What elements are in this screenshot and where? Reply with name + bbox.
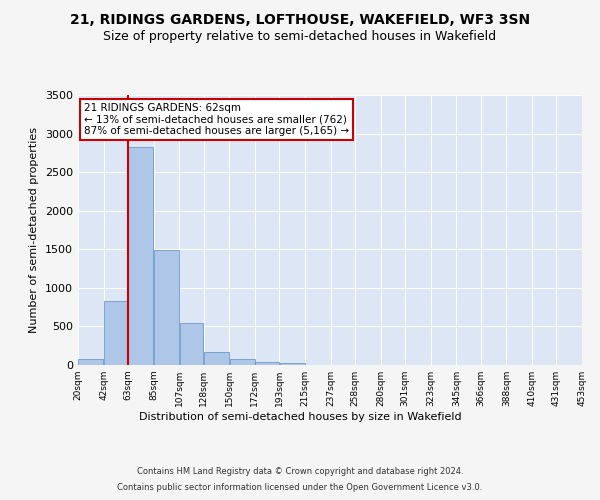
Text: 21 RIDINGS GARDENS: 62sqm
← 13% of semi-detached houses are smaller (762)
87% of: 21 RIDINGS GARDENS: 62sqm ← 13% of semi-… xyxy=(84,102,349,136)
Bar xyxy=(128,146,154,365)
Bar xyxy=(179,322,203,365)
Bar xyxy=(154,250,179,365)
Text: Contains public sector information licensed under the Open Government Licence v3: Contains public sector information licen… xyxy=(118,482,482,492)
Bar xyxy=(230,359,254,365)
Text: Size of property relative to semi-detached houses in Wakefield: Size of property relative to semi-detach… xyxy=(103,30,497,43)
Text: 21, RIDINGS GARDENS, LOFTHOUSE, WAKEFIELD, WF3 3SN: 21, RIDINGS GARDENS, LOFTHOUSE, WAKEFIEL… xyxy=(70,12,530,26)
Bar xyxy=(255,362,279,365)
Bar xyxy=(204,352,229,365)
Y-axis label: Number of semi-detached properties: Number of semi-detached properties xyxy=(29,127,40,333)
Text: Distribution of semi-detached houses by size in Wakefield: Distribution of semi-detached houses by … xyxy=(139,412,461,422)
Bar xyxy=(104,301,128,365)
Bar xyxy=(280,364,305,365)
Text: Contains HM Land Registry data © Crown copyright and database right 2024.: Contains HM Land Registry data © Crown c… xyxy=(137,468,463,476)
Bar xyxy=(78,359,103,365)
